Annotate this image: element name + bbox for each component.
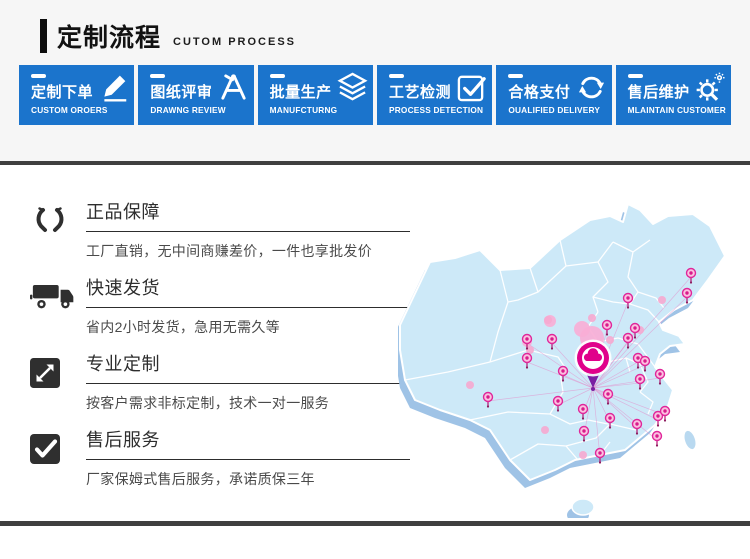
title-accent-bar <box>40 19 47 53</box>
check-icon <box>30 426 76 489</box>
step-drawing-review: 图纸评审 DRAWNG REVIEW <box>138 65 254 125</box>
divider-bar-bottom <box>0 521 750 526</box>
gear-search-icon <box>695 72 726 103</box>
step-subtitle: CUSTOM OROERS <box>31 105 108 115</box>
step-title: 图纸评审 <box>150 84 213 101</box>
section-header: 定制流程 CUTOM PROCESS <box>40 16 296 56</box>
hands-icon <box>30 198 76 261</box>
step-maintain-customer: 售后维护 MLAINTAIN CUSTOMER <box>615 65 731 125</box>
guarantee-custom: 专业定制 按客户需求非标定制，技术一对一服务 <box>30 350 410 413</box>
step-subtitle: MLAINTAIN CUSTOMER <box>627 105 726 115</box>
map-marker <box>521 333 533 350</box>
map-marker <box>631 418 643 435</box>
step-process-detection: 工艺检测 PROCESS DETECTION <box>376 65 493 125</box>
map-marker <box>546 333 558 350</box>
map-marker <box>577 403 589 420</box>
map-marker <box>654 368 666 385</box>
checkbox-icon <box>456 72 487 103</box>
step-dash <box>508 74 524 78</box>
step-subtitle: OUALIFIED DELIVERY <box>508 105 601 115</box>
map-marker <box>601 319 613 336</box>
map-marker <box>557 365 569 382</box>
truck-icon <box>30 274 76 337</box>
map-marker <box>622 332 634 349</box>
map-marker <box>681 287 693 304</box>
step-dash <box>31 74 46 78</box>
map-marker <box>639 355 651 372</box>
step-dash <box>150 74 166 78</box>
guarantee-desc: 工厂直销，无中间商赚差价，一件也享批发价 <box>86 243 372 259</box>
step-qualified-delivery: 合格支付 OUALIFIED DELIVERY <box>496 65 612 125</box>
step-custom-orders: 定制下单 CUSTOM OROERS <box>19 65 135 125</box>
map-marker <box>659 405 671 422</box>
map-marker <box>651 430 663 447</box>
step-title: 合格支付 <box>508 84 571 101</box>
process-steps-row: 定制下单 CUSTOM OROERS 图纸评审 DRAWNG REVIEW 批量… <box>19 65 731 125</box>
map-marker <box>652 410 664 427</box>
guarantee-desc: 厂家保姆式售后服务，承诺质保三年 <box>86 471 315 487</box>
compass-a-icon <box>218 72 249 103</box>
guarantee-desc: 省内2小时发货，急用无需久等 <box>86 319 280 335</box>
map-marker <box>578 425 590 442</box>
resize-icon <box>30 350 76 413</box>
guarantee-desc: 按客户需求非标定制，技术一对一服务 <box>86 395 330 411</box>
step-dash <box>627 74 643 78</box>
map-markers <box>482 267 697 464</box>
map-marker <box>552 395 564 412</box>
step-title: 工艺检测 <box>388 84 451 101</box>
guarantee-fast-shipping: 快速发货 省内2小时发货，急用无需久等 <box>30 274 410 337</box>
china-map <box>395 182 748 523</box>
step-title: 批量生产 <box>269 84 332 101</box>
guarantee-title: 专业定制 <box>86 350 410 384</box>
guarantee-title: 快速发货 <box>86 274 410 308</box>
guarantee-authentic: 正品保障 工厂直销，无中间商赚差价，一件也享批发价 <box>30 198 410 261</box>
guarantee-title: 正品保障 <box>86 198 410 232</box>
map-marker <box>629 322 641 339</box>
step-dash <box>388 74 404 78</box>
map-marker <box>634 373 646 390</box>
pencil-icon <box>98 72 129 103</box>
step-subtitle: MANUFCTURNG <box>269 105 338 115</box>
step-manufacturing: 批量生产 MANUFCTURNG <box>257 65 373 125</box>
divider-bar-top <box>0 161 750 165</box>
step-subtitle: DRAWNG REVIEW <box>150 105 226 115</box>
guarantee-after-sales: 售后服务 厂家保姆式售后服务，承诺质保三年 <box>30 426 410 489</box>
page-subtitle: CUTOM PROCESS <box>173 36 296 48</box>
page-title: 定制流程 <box>57 24 162 52</box>
map-marker <box>685 267 697 284</box>
map-marker <box>622 292 634 309</box>
refresh-icon <box>576 72 607 103</box>
map-marker <box>482 391 494 408</box>
map-marker <box>521 352 533 369</box>
step-subtitle: PROCESS DETECTION <box>388 105 484 115</box>
map-land <box>399 203 726 516</box>
map-marker <box>594 447 606 464</box>
guarantee-title: 售后服务 <box>86 426 410 460</box>
map-marker <box>602 388 614 405</box>
step-title: 售后维护 <box>627 84 690 101</box>
step-title: 定制下单 <box>31 84 94 101</box>
map-marker <box>604 412 616 429</box>
map-center-pin <box>574 339 612 391</box>
layers-icon <box>337 72 368 103</box>
step-dash <box>269 74 285 78</box>
